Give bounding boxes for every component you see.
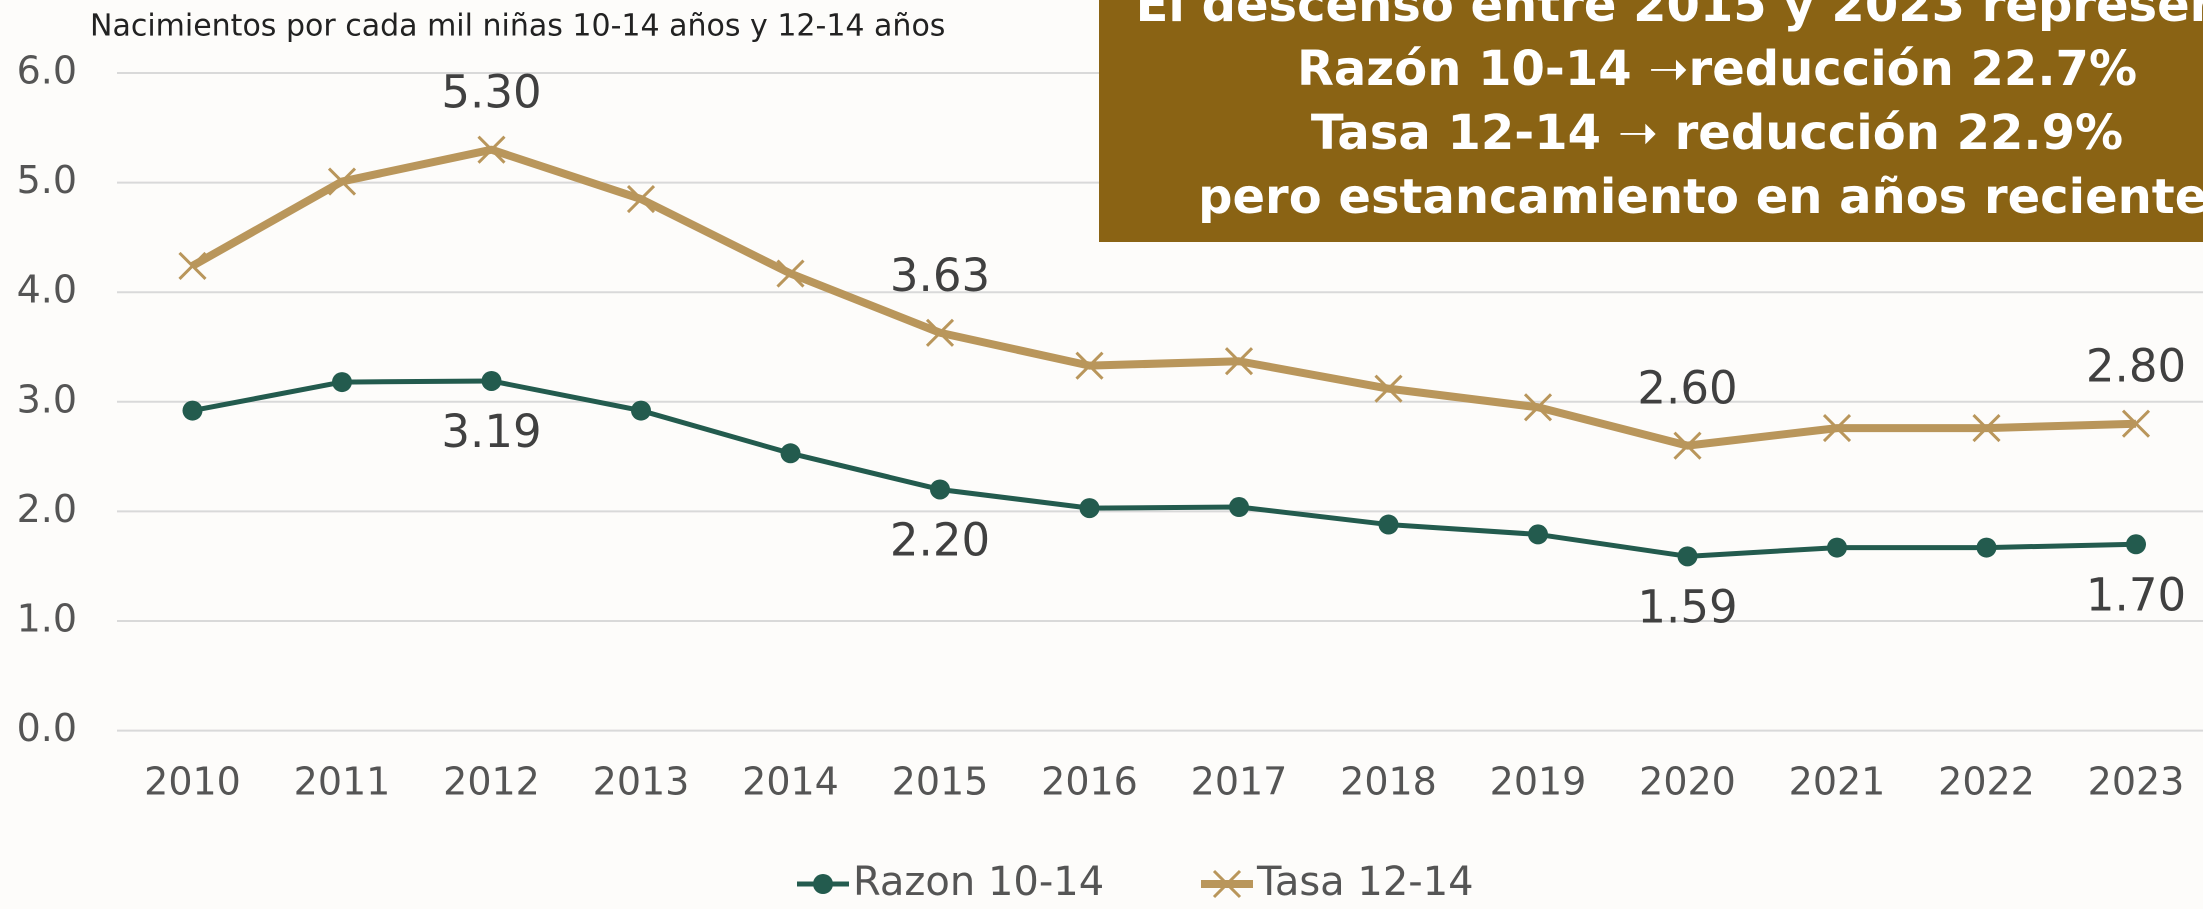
point xyxy=(1080,498,1100,518)
x-tick-label: 2022 xyxy=(1938,760,2035,804)
y-tick-label: 1.0 xyxy=(17,597,77,641)
y-tick-label: 6.0 xyxy=(17,49,77,93)
annotation-text: pero estancamiento en años recientes xyxy=(1198,169,2203,225)
data-label: 2.80 xyxy=(2086,340,2186,393)
chart: Nacimientos por cada mil niñas 10-14 año… xyxy=(0,0,2203,909)
data-label: 1.70 xyxy=(2086,568,2186,621)
point xyxy=(781,443,801,463)
point xyxy=(1229,497,1249,517)
data-label: 3.19 xyxy=(441,405,541,458)
data-label: 2.60 xyxy=(1637,362,1737,415)
chart-title: Nacimientos por cada mil niñas 10-14 año… xyxy=(90,9,945,44)
point xyxy=(1528,524,1548,544)
annotation-text: Razón 10-14 ➝reducción 22.7% xyxy=(1297,41,2137,97)
y-tick-label: 2.0 xyxy=(17,487,77,531)
point xyxy=(930,479,950,499)
point xyxy=(183,401,203,421)
point xyxy=(631,401,651,421)
x-tick-label: 2013 xyxy=(593,760,690,804)
legend-label: Tasa 12-14 xyxy=(1256,859,1474,905)
x-tick-label: 2021 xyxy=(1789,760,1886,804)
legend-label: Razon 10-14 xyxy=(853,859,1104,905)
x-tick-label: 2023 xyxy=(2088,760,2185,804)
y-tick-label: 5.0 xyxy=(17,158,77,202)
data-label: 1.59 xyxy=(1637,580,1737,633)
point xyxy=(180,253,206,279)
legend-marker xyxy=(813,874,833,894)
point xyxy=(1379,515,1399,535)
x-tick-label: 2018 xyxy=(1340,760,1437,804)
legend-item: Tasa 12-14 xyxy=(1201,859,1474,905)
x-tick-label: 2014 xyxy=(742,760,839,804)
y-tick-label: 0.0 xyxy=(17,706,77,750)
x-tick-label: 2015 xyxy=(892,760,989,804)
annotation-text: Tasa 12-14 ➝ reducción 22.9% xyxy=(1311,105,2123,161)
point xyxy=(2126,534,2146,554)
point xyxy=(1827,538,1847,558)
x-tick-label: 2012 xyxy=(443,760,540,804)
point xyxy=(1678,546,1698,566)
x-tick-label: 2010 xyxy=(144,760,241,804)
y-tick-label: 3.0 xyxy=(17,377,77,421)
legend-item: Razon 10-14 xyxy=(797,859,1104,905)
point xyxy=(332,372,352,392)
data-label: 5.30 xyxy=(441,66,541,119)
point xyxy=(482,371,502,391)
x-tick-label: 2011 xyxy=(294,760,391,804)
y-tick-label: 4.0 xyxy=(17,268,77,312)
x-tick-label: 2017 xyxy=(1191,760,1288,804)
point xyxy=(1977,538,1997,558)
annotation-text: El descenso entre 2015 y 2023 representa… xyxy=(1136,0,2203,33)
x-tick-label: 2020 xyxy=(1639,760,1736,804)
x-tick-label: 2016 xyxy=(1041,760,1138,804)
data-label: 3.63 xyxy=(890,249,990,302)
data-label: 2.20 xyxy=(890,513,990,566)
x-tick-label: 2019 xyxy=(1490,760,1587,804)
